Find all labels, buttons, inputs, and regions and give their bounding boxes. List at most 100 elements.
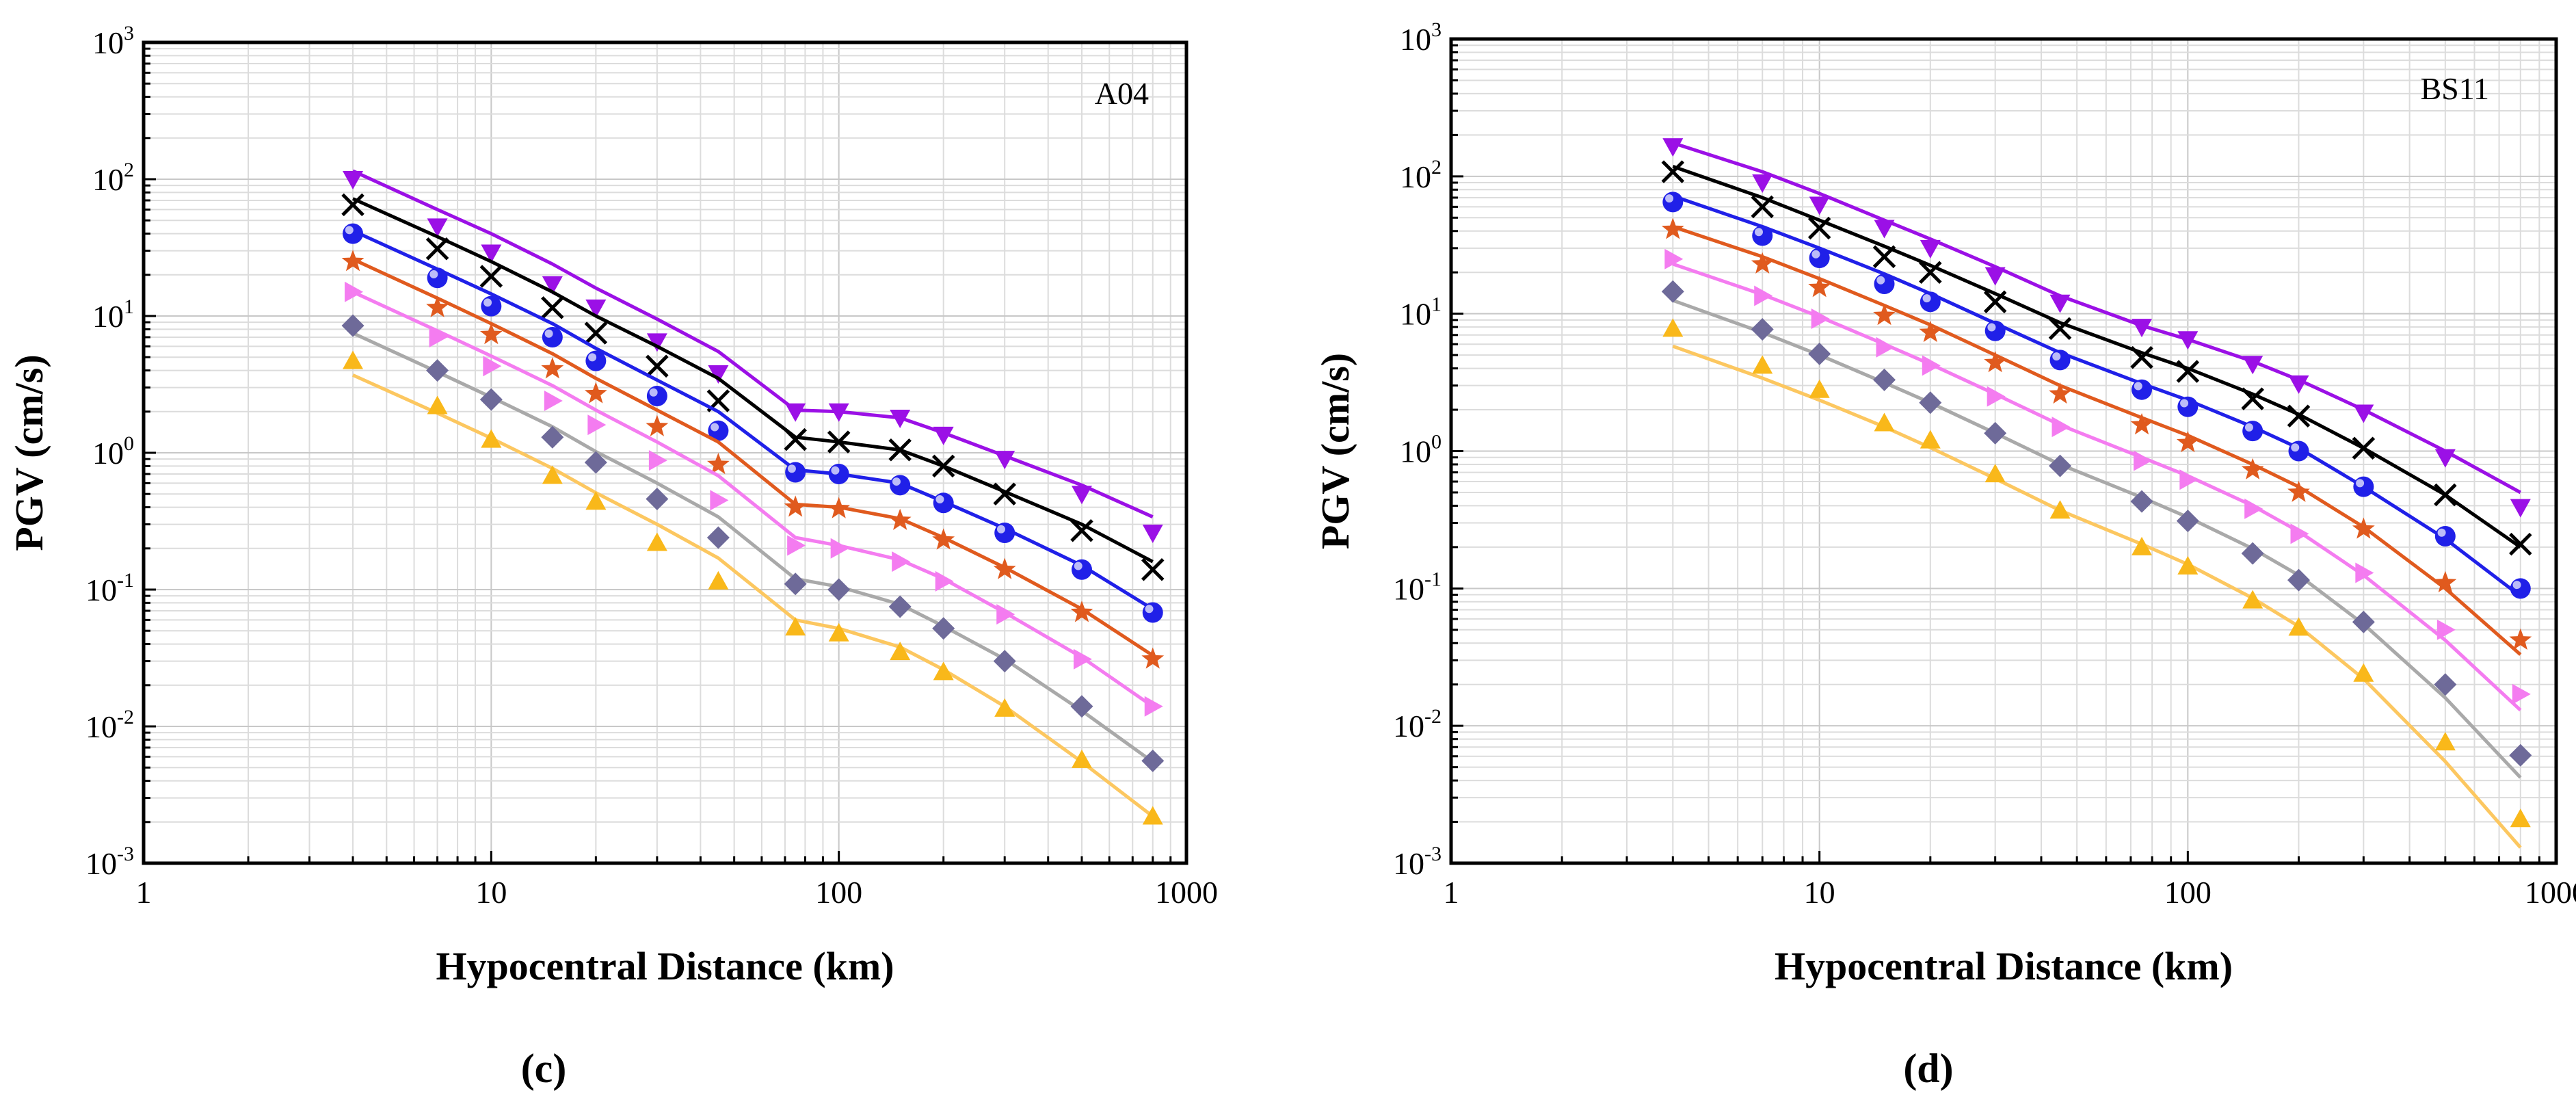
data-point [828,463,849,484]
series-4 [1661,218,2532,656]
grid [143,42,1186,864]
data-point [890,475,911,496]
data-point [1809,248,1830,269]
data-point [1984,351,2007,373]
series-5 [1664,248,2531,712]
data-point [2134,450,2153,471]
data-point [1809,196,1830,215]
fit-line [1672,194,2522,598]
data-point [427,218,448,237]
data-point [1874,412,1895,432]
plot-area [142,40,1189,865]
data-point [933,426,954,445]
data-point [2130,490,2153,513]
data-point [2436,619,2456,640]
data-point [708,365,729,384]
fit-line [351,331,1154,763]
data-point [708,420,729,441]
data-point [1984,267,2006,286]
panel-label: A04 [1095,76,1149,111]
data-point [542,326,563,347]
data-point [932,617,955,640]
data-point [710,490,729,511]
data-point [2048,317,2072,341]
data-point [787,535,806,556]
data-point [2177,396,2199,417]
data-point [2434,449,2456,468]
data-point [2132,536,2153,555]
data-point [542,276,563,295]
data-point [1919,391,1942,414]
y-tick-label: 10-3 [85,843,134,881]
data-point [1920,291,1941,313]
data-point [2176,360,2200,383]
data-point [341,314,364,337]
x-tick-label: 1000 [2525,875,2576,910]
series-4 [341,250,1165,669]
data-point [931,454,955,478]
fit-line [351,373,1154,818]
data-point [2288,375,2309,394]
series-3 [1662,192,2531,599]
data-point [706,452,730,475]
chart-panel-c: 1 10 100 1000 10-3 10-2 10-1 100 101 102 103 PGV (c… [7,22,1218,1091]
data-point [830,538,849,559]
data-point [1876,337,1895,358]
data-point [2355,562,2374,583]
data-point [2509,628,2532,650]
y-tick-label: 10-3 [1393,843,1442,881]
data-point [2049,382,2071,404]
data-point [2434,483,2457,507]
series-2 [341,193,1165,581]
data-point [2176,510,2199,533]
data-point [1662,318,1684,337]
data-point [2353,404,2374,423]
data-point [1142,525,1163,544]
data-point [994,698,1015,717]
data-point [1922,355,1941,376]
data-point [1752,225,1773,246]
data-point [585,350,607,371]
data-point [481,244,502,263]
data-point [1142,602,1163,623]
data-point [646,532,667,551]
data-point [1987,386,2006,407]
fit-line [1672,262,2522,712]
data-point [1873,368,1896,391]
data-point [1751,252,1774,274]
data-point [481,295,502,317]
data-point [784,572,807,596]
data-point [2288,617,2309,636]
x-tick-label: 10 [475,875,507,910]
fit-line [1672,298,2522,779]
x-axis: 1 10 100 1000 [1444,851,2576,910]
series-1 [1662,138,2531,518]
data-point [785,462,806,483]
data-point [784,427,807,451]
data-point [542,465,563,484]
series-6 [341,314,1165,772]
fit-line [1672,165,2522,549]
data-point [2177,555,2199,575]
y-axis-title: PGV (cm/s) [7,354,51,551]
data-point [996,604,1015,625]
data-point [2509,532,2532,556]
x-tick-label: 10 [1804,875,1835,910]
data-point [427,395,448,414]
data-point [888,508,912,530]
data-point [1070,601,1093,622]
y-tick-label: 101 [92,295,134,334]
data-point [479,265,503,288]
plot-area [1449,37,2558,865]
data-point [1141,749,1165,772]
data-point [2290,523,2309,544]
data-point [426,359,449,382]
data-point [541,425,564,449]
data-point [343,171,364,189]
data-point [1144,696,1163,717]
data-point [1141,558,1165,581]
data-point [1662,138,1684,157]
x-axis-title: Hypocentral Distance (km) [436,944,894,988]
data-point [1662,192,1684,213]
data-point [646,487,669,510]
